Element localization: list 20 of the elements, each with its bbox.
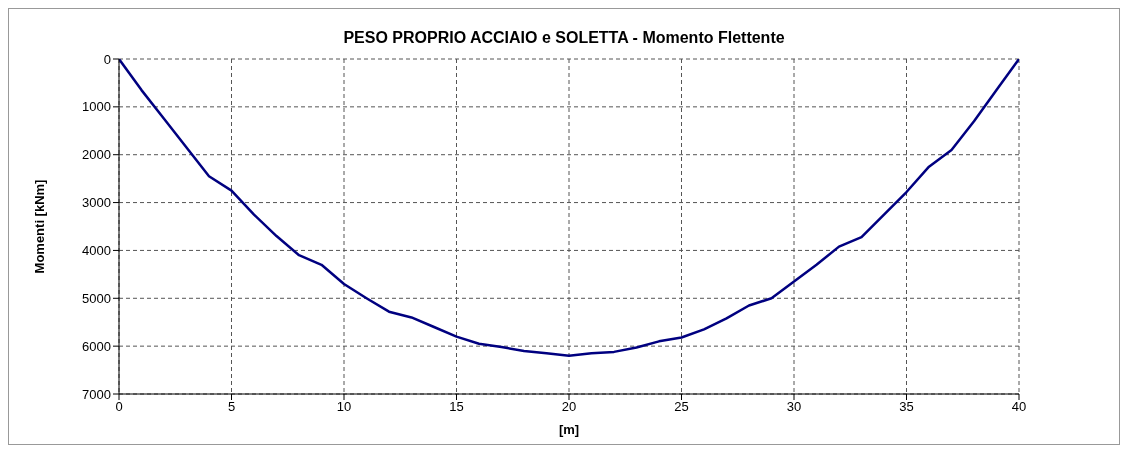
y-tick-label: 3000 xyxy=(82,195,111,211)
y-tick-label: 5000 xyxy=(82,290,111,306)
x-tick-label: 15 xyxy=(449,399,464,415)
x-tick-label: 0 xyxy=(115,399,123,415)
x-tick-label: 30 xyxy=(786,399,802,415)
chart-title: PESO PROPRIO ACCIAIO e SOLETTA - Momento Flettente xyxy=(342,29,786,47)
y-tick-label: 6000 xyxy=(82,338,111,354)
y-tick-label: 1000 xyxy=(82,99,111,115)
x-tick-label: 25 xyxy=(674,399,689,415)
x-tick-label: 10 xyxy=(336,399,352,415)
x-tick-label: 35 xyxy=(899,399,914,415)
x-tick-label: 5 xyxy=(227,399,236,415)
y-tick-label: 7000 xyxy=(82,386,111,402)
y-tick-label: 4000 xyxy=(82,243,111,259)
x-axis-title: [m] xyxy=(558,422,580,437)
x-tick-label: 40 xyxy=(1011,399,1027,415)
y-tick-label: 2000 xyxy=(82,147,111,163)
y-tick-label: 0 xyxy=(103,51,111,67)
x-tick-label: 20 xyxy=(561,399,577,415)
y-axis-title: Momenti [kNm] xyxy=(31,179,47,274)
